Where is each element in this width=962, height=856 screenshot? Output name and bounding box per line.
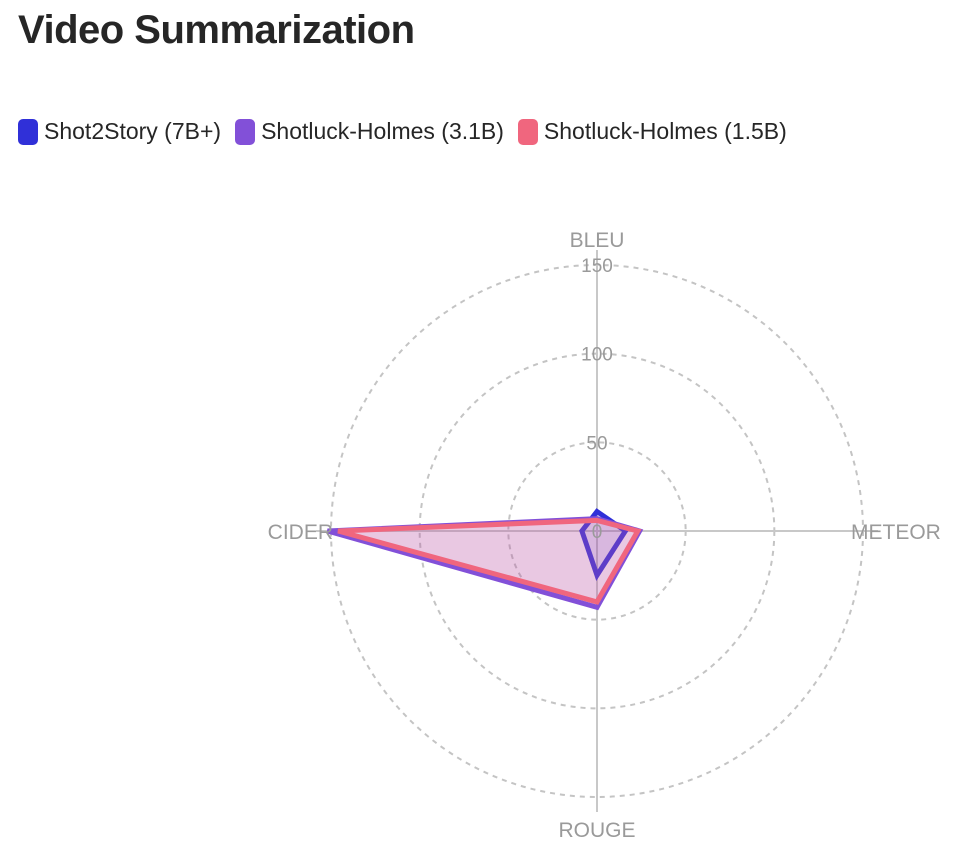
axis-label-rouge: ROUGE <box>558 819 635 842</box>
chart-title: Video Summarization <box>18 8 415 52</box>
legend-swatch-shot2story <box>18 118 38 145</box>
series-polygon-2 <box>337 517 642 605</box>
radial-tick-label: 0 <box>592 522 603 543</box>
axis-label-meteor: METEOR <box>851 521 941 544</box>
legend-label-shot2story: Shot2Story (7B+) <box>44 118 222 144</box>
legend-item-shotluck-3b[interactable]: Shotluck-Holmes (3.1B) <box>235 118 504 145</box>
axis-label-bleu: BLEU <box>570 229 625 252</box>
legend: Shot2Story (7B+) Shotluck-Holmes (3.1B) … <box>18 118 787 145</box>
legend-item-shot2story[interactable]: Shot2Story (7B+) <box>18 118 221 145</box>
legend-label-shotluck-3b: Shotluck-Holmes (3.1B) <box>261 118 504 144</box>
legend-label-shotluck-1b: Shotluck-Holmes (1.5B) <box>543 118 787 144</box>
radial-tick-label: 50 <box>586 433 607 454</box>
legend-swatch-shotluck-3b <box>235 118 256 145</box>
axis-label-cider: CIDER <box>268 521 333 544</box>
radial-tick-label: 150 <box>581 256 613 277</box>
legend-swatch-shotluck-1b <box>517 118 538 145</box>
legend-item-shotluck-1b[interactable]: Shotluck-Holmes (1.5B) <box>517 118 787 145</box>
radial-tick-label: 100 <box>581 345 613 366</box>
